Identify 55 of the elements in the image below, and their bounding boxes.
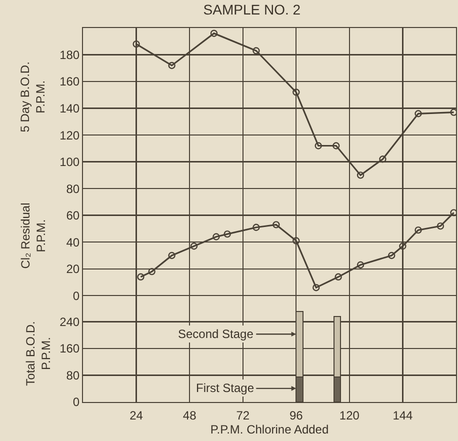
- point: [190, 242, 198, 250]
- x-tick-label: 96: [289, 408, 304, 422]
- point: [168, 252, 176, 260]
- y-tick-label: 60: [66, 208, 80, 223]
- point: [388, 252, 396, 260]
- point: [224, 230, 231, 238]
- y-tick-label: 80: [66, 182, 80, 196]
- point: [137, 273, 144, 280]
- point: [399, 242, 406, 250]
- y-tick-label: 0: [72, 288, 80, 303]
- x-tick-label: 120: [339, 408, 360, 422]
- point: [356, 261, 364, 268]
- point: [132, 40, 140, 48]
- point: [334, 273, 342, 280]
- x-tick-label: 24: [130, 408, 144, 422]
- y-tick-label: 160: [60, 74, 80, 89]
- point: [450, 108, 456, 116]
- y-tick-label: 0: [72, 395, 80, 410]
- y-tick-label: 160: [60, 342, 80, 356]
- point: [292, 88, 300, 96]
- point: [212, 233, 220, 240]
- y-tick-label: 40: [66, 235, 80, 250]
- point: [312, 284, 320, 292]
- point: [450, 209, 456, 216]
- point: [379, 156, 386, 163]
- y-tick-label: 80: [66, 368, 80, 382]
- y-tick-label: 100: [60, 155, 80, 170]
- x-tick-label: 144: [392, 408, 414, 422]
- y-axis-title: Total B.O.D. P.P.M.: [23, 321, 53, 386]
- y-tick-label: 20: [66, 262, 80, 276]
- point: [332, 142, 340, 150]
- annotation: Second Stage: [178, 327, 254, 341]
- point: [292, 237, 300, 244]
- point: [168, 62, 176, 70]
- point: [252, 47, 260, 54]
- point: [314, 142, 322, 150]
- x-axis-title: P.P.M. Chlorine Added: [210, 422, 329, 436]
- point: [414, 226, 422, 234]
- text: Cl₂ Residual P.P.M.: [18, 202, 48, 269]
- y-tick-label: 240: [60, 314, 80, 329]
- y-axis-title: 5 Day B.O.D. P.P.M.: [18, 62, 48, 132]
- x-tick-label: 48: [182, 408, 197, 422]
- x-tick-label: 72: [236, 408, 250, 422]
- point: [436, 222, 444, 230]
- chart-title: SAMPLE NO. 2: [203, 1, 301, 18]
- annotation: First Stage: [196, 381, 254, 395]
- y-tick-label: 140: [60, 101, 80, 116]
- point: [356, 172, 364, 179]
- y-tick-label: 180: [60, 48, 80, 62]
- point: [210, 30, 218, 37]
- point: [252, 224, 260, 231]
- point: [272, 221, 280, 228]
- point: [148, 268, 156, 276]
- point: [414, 110, 422, 118]
- y-tick-label: 120: [60, 128, 80, 142]
